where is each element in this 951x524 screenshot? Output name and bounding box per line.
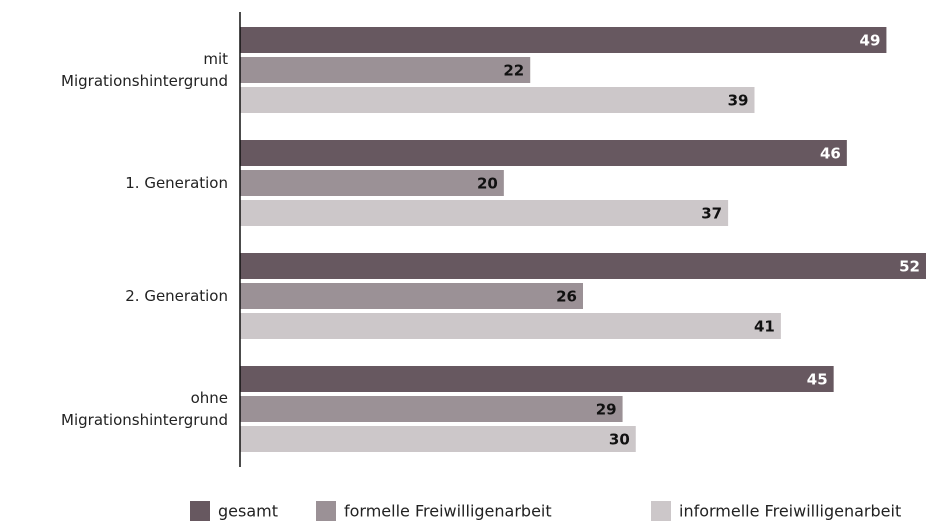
legend-label: formelle Freiwilligenarbeit [344,502,552,521]
legend-label: informelle Freiwilligenarbeit [679,502,901,521]
bar [240,87,755,113]
bar [240,313,781,339]
data-label: 30 [609,431,630,449]
bar [240,170,504,196]
data-label: 52 [899,258,920,276]
bar [240,283,583,309]
legend-label: gesamt [218,502,278,521]
data-label: 46 [820,145,841,163]
data-label: 49 [860,32,881,50]
legend-swatch [190,501,210,521]
data-label: 45 [807,371,828,389]
data-label: 26 [556,288,577,306]
data-label: 22 [503,62,524,80]
data-label: 29 [596,401,617,419]
bar [240,426,636,452]
data-label: 41 [754,318,775,336]
category-label: 1. Generation [125,174,228,192]
category-label: ohne Migrationshintergrund [61,389,228,429]
legend-swatch [316,501,336,521]
data-label: 20 [477,175,498,193]
bar [240,140,847,166]
bar [240,396,623,422]
bar [240,366,834,392]
category-label: 2. Generation [125,287,228,305]
bar [240,27,887,53]
bar [240,200,729,226]
bar [240,57,531,83]
bar [240,253,926,279]
legend-swatch [651,501,671,521]
data-label: 37 [701,205,722,223]
category-label: mit Migrationshintergrund [61,50,228,90]
data-label: 39 [728,92,749,110]
